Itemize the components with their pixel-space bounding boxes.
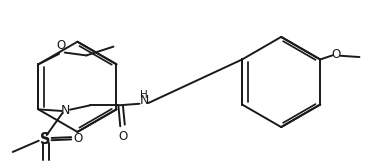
Text: O: O — [56, 39, 66, 52]
Text: O: O — [73, 132, 82, 145]
Text: H: H — [140, 90, 148, 100]
Text: N: N — [139, 94, 149, 107]
Text: O: O — [118, 130, 127, 143]
Text: S: S — [40, 132, 50, 147]
Text: O: O — [331, 48, 341, 61]
Text: N: N — [61, 104, 70, 117]
